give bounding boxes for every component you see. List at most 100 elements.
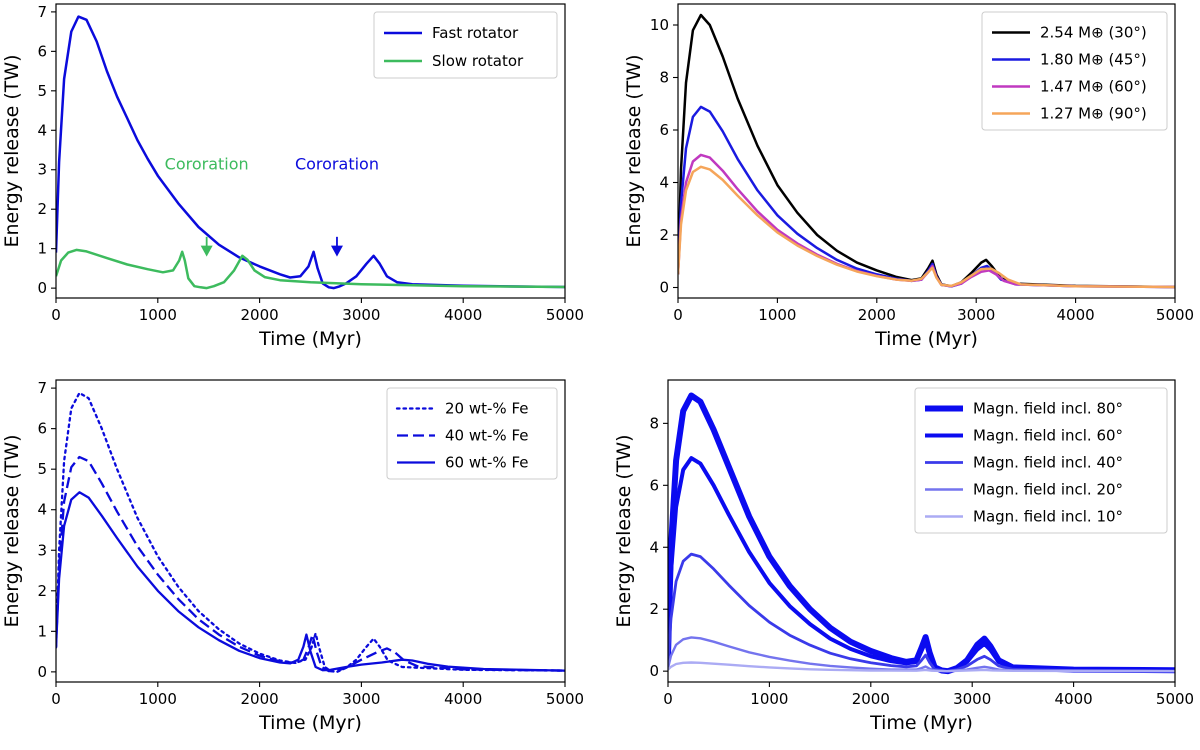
- axes-frame: [667, 379, 1176, 683]
- y-tick-label: 8: [659, 69, 669, 87]
- y-tick-label: 7: [37, 3, 47, 21]
- legend-label: Fast rotator: [432, 24, 519, 42]
- y-tick-label: 1: [37, 622, 47, 640]
- x-tick-label: 1000: [750, 690, 788, 708]
- y-tick-label: 2: [659, 226, 669, 244]
- series-line-1: [678, 13, 1175, 289]
- annotation-arrow-head: [200, 245, 213, 257]
- y-tick-label: 2: [37, 200, 47, 218]
- x-axis-label: Time (Myr): [258, 328, 362, 350]
- legend-label: Slow rotator: [432, 52, 524, 70]
- legend-label: Magn. field incl. 60°: [973, 427, 1123, 445]
- x-tick-label: 5000: [1156, 690, 1194, 708]
- y-tick-label: 5: [37, 82, 47, 100]
- x-tick-label: 2000: [241, 690, 279, 708]
- y-tick-label: 8: [649, 414, 659, 432]
- legend-label: 1.27 M⊕ (90°): [1040, 105, 1147, 123]
- y-tick-label: 4: [37, 121, 47, 139]
- y-axis-label: Energy release (TW): [1, 54, 23, 247]
- x-tick-label: 0: [51, 306, 61, 324]
- annotation-arrow-head: [330, 245, 343, 257]
- axes-frame: [55, 3, 566, 299]
- y-tick-label: 1: [37, 240, 47, 258]
- x-tick-label: 1000: [139, 306, 177, 324]
- annotation-label: Cororation: [165, 155, 249, 174]
- series-group: [668, 392, 1175, 675]
- series-line-4: [668, 636, 1175, 673]
- y-tick-label: 2: [37, 582, 47, 600]
- legend-label: Magn. field incl. 80°: [973, 400, 1123, 418]
- x-tick-label: 0: [673, 306, 683, 324]
- y-tick-label: 0: [37, 279, 47, 297]
- series-line-2: [56, 248, 565, 290]
- legend: Fast rotator Slow rotator: [373, 11, 558, 79]
- y-tick-label: 3: [37, 161, 47, 179]
- y-tick-label: 5: [37, 460, 47, 478]
- series-line-3: [678, 153, 1175, 289]
- legend: 20 wt-% Fe 40 wt-% Fe 60 wt-% Fe: [386, 387, 558, 480]
- x-axis-label: Time (Myr): [258, 712, 362, 734]
- y-tick-label: 10: [650, 16, 669, 34]
- legend-label: 40 wt-% Fe: [445, 427, 528, 445]
- x-tick-label: 5000: [546, 306, 584, 324]
- x-tick-label: 1000: [758, 306, 796, 324]
- legend-label: Magn. field incl. 40°: [973, 454, 1123, 472]
- legend-box: [386, 387, 558, 480]
- y-tick-label: 0: [649, 662, 659, 680]
- x-tick-label: 0: [663, 690, 673, 708]
- y-tick-label: 6: [649, 476, 659, 494]
- legend-box: [914, 387, 1168, 534]
- series-line-5: [668, 661, 1175, 673]
- series-group: [56, 391, 565, 674]
- legend-label: 1.47 M⊕ (60°): [1040, 78, 1147, 96]
- x-tick-label: 2000: [241, 306, 279, 324]
- y-tick-label: 6: [37, 42, 47, 60]
- series-group: [56, 15, 565, 290]
- x-tick-label: 3000: [342, 306, 380, 324]
- y-tick-label: 6: [659, 121, 669, 139]
- x-tick-label: 4000: [1057, 306, 1095, 324]
- x-tick-label: 4000: [1055, 690, 1093, 708]
- y-tick-label: 4: [37, 501, 47, 519]
- x-tick-label: 3000: [953, 690, 991, 708]
- legend-label: 1.80 M⊕ (45°): [1040, 51, 1147, 69]
- x-tick-label: 4000: [444, 306, 482, 324]
- x-tick-label: 3000: [342, 690, 380, 708]
- y-tick-label: 4: [659, 174, 669, 192]
- annotation-label: Cororation: [295, 155, 379, 174]
- x-tick-label: 3000: [957, 306, 995, 324]
- legend: 2.54 M⊕ (30°) 1.80 M⊕ (45°) 1.47 M⊕ (60°) 1…: [981, 11, 1168, 131]
- legend-label: 2.54 M⊕ (30°): [1040, 24, 1147, 42]
- legend-box: [981, 11, 1168, 131]
- y-tick-label: 7: [37, 379, 47, 397]
- x-tick-label: 5000: [546, 690, 584, 708]
- y-axis-label: Energy release (TW): [613, 434, 635, 627]
- legend-label: 20 wt-% Fe: [445, 400, 528, 418]
- y-tick-label: 6: [37, 420, 47, 438]
- y-tick-label: 3: [37, 541, 47, 559]
- x-tick-label: 5000: [1156, 306, 1194, 324]
- axes-frame: [677, 3, 1176, 299]
- legend-label: Magn. field incl. 20°: [973, 481, 1123, 499]
- panel-bottom-left: 0 1000 2000 3000 4000 5000 0 1 2 3 4 5 6 7 Time (Myr) E…: [1, 379, 584, 734]
- legend-label: 60 wt-% Fe: [445, 454, 528, 472]
- legend-label: Magn. field incl. 10°: [973, 508, 1123, 526]
- y-tick-label: 0: [37, 663, 47, 681]
- y-tick-label: 2: [649, 600, 659, 618]
- x-axis-label: Time (Myr): [869, 712, 973, 734]
- y-tick-label: 0: [659, 279, 669, 297]
- y-axis-label: Energy release (TW): [623, 54, 645, 247]
- series-line-3: [668, 552, 1175, 673]
- legend: Magn. field incl. 80° Magn. field incl. 6…: [914, 387, 1168, 534]
- panel-top-left: 0 1000 2000 3000 4000 5000 0 1 2 3 4 5 6 7 Time (Myr) E…: [1, 3, 584, 350]
- y-tick-label: 4: [649, 538, 659, 556]
- series-line-4: [678, 165, 1175, 289]
- x-tick-label: 1000: [139, 690, 177, 708]
- series-line-2: [56, 455, 565, 673]
- axes-frame: [55, 379, 566, 683]
- series-line-1: [56, 15, 565, 290]
- series-line-3: [56, 491, 565, 672]
- x-tick-label: 2000: [852, 690, 890, 708]
- y-axis-label: Energy release (TW): [1, 434, 23, 627]
